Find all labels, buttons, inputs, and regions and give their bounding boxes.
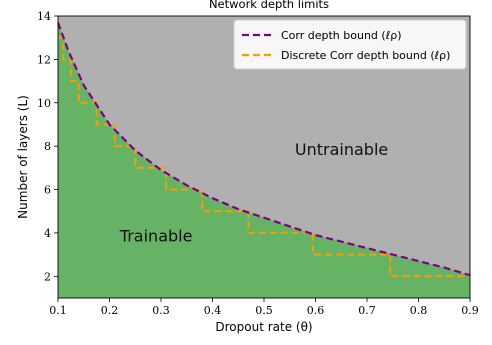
x-axis: 0.1 0.2 0.3 0.4 0.5 0.6 0.7 0.8 0.9 (49, 298, 479, 317)
x-tick-label: 0.2 (101, 304, 119, 317)
y-tick-label: 4 (44, 227, 51, 240)
trainable-label: Trainable (119, 227, 193, 246)
x-tick-label: 0.6 (307, 304, 325, 317)
x-axis-label: Dropout rate (θ) (215, 320, 312, 334)
x-tick-label: 0.5 (255, 304, 273, 317)
y-tick-label: 2 (44, 270, 51, 283)
x-tick-label: 0.8 (410, 304, 428, 317)
x-tick-label: 0.4 (204, 304, 222, 317)
y-tick-label: 6 (44, 184, 51, 197)
y-axis-label: Number of layers (L) (16, 95, 30, 219)
legend-label-discrete: Discrete Corr depth bound (ℓρ) (281, 49, 450, 62)
x-tick-label: 0.7 (358, 304, 376, 317)
discrete-corr-depth-bound-line (58, 36, 470, 278)
y-tick-label: 14 (37, 10, 51, 23)
x-tick-label: 0.3 (152, 304, 170, 317)
y-axis: 2 4 6 8 10 12 14 (37, 10, 58, 283)
trainable-region (58, 22, 470, 298)
legend-label-corr: Corr depth bound (ℓρ) (281, 29, 402, 42)
x-tick-label: 0.9 (461, 304, 479, 317)
legend: Corr depth bound (ℓρ) Discrete Corr dept… (233, 19, 467, 70)
untrainable-label: Untrainable (295, 140, 388, 159)
y-tick-label: 10 (37, 97, 51, 110)
legend-box (233, 19, 467, 70)
chart-title: Network depth limits (209, 0, 329, 11)
x-tick-label: 0.1 (49, 304, 67, 317)
y-tick-label: 8 (44, 140, 51, 153)
y-tick-label: 12 (37, 53, 51, 66)
